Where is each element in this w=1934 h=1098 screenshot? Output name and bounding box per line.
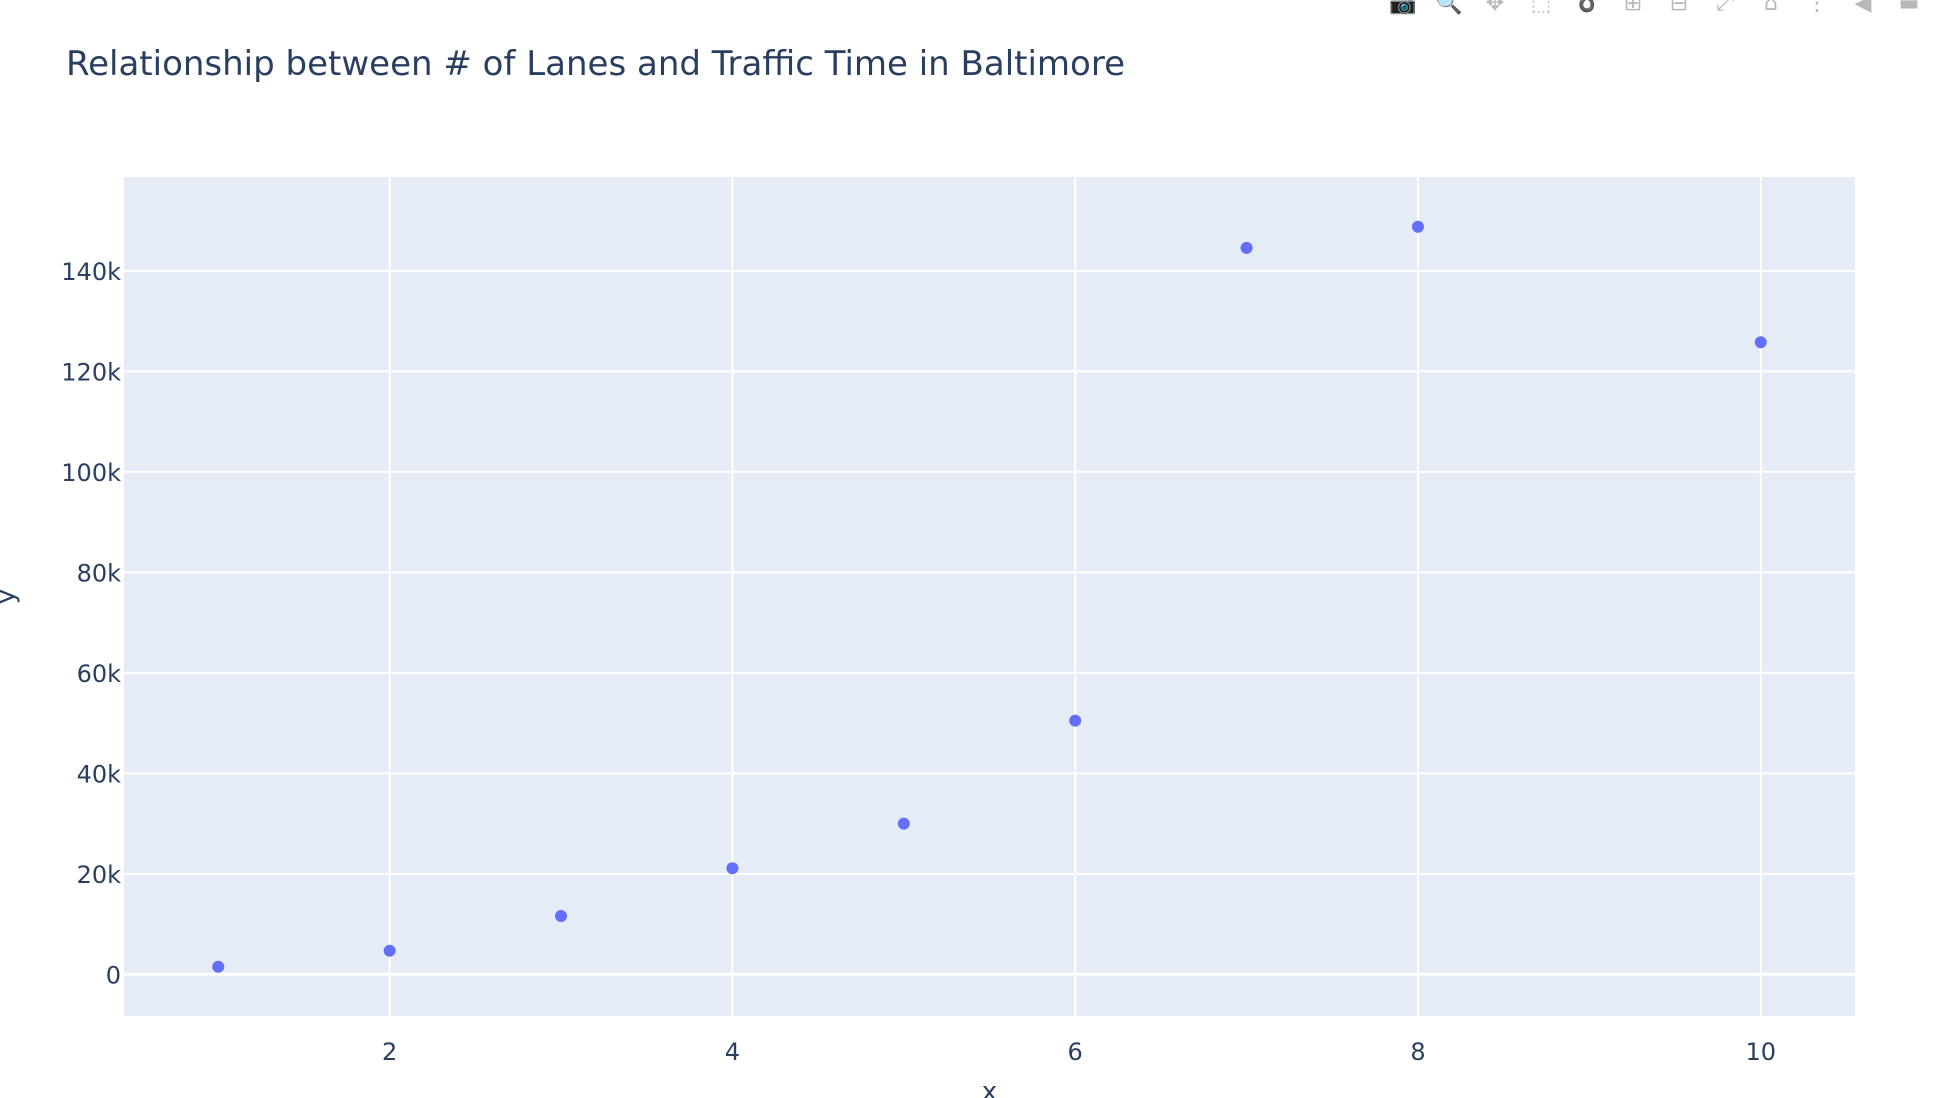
box-select-icon[interactable]: ⬚ (1530, 0, 1552, 16)
lasso-select-icon[interactable]: ➰ (1573, 0, 1601, 16)
spikelines-icon[interactable]: ⋮ (1806, 0, 1828, 16)
data-point[interactable] (1240, 241, 1253, 254)
y-tick-label: 0 (106, 961, 121, 989)
autoscale-icon[interactable]: ⤢ (1716, 0, 1734, 16)
data-point[interactable] (726, 862, 739, 875)
data-point[interactable] (1754, 336, 1767, 349)
pan-icon[interactable]: ✥ (1485, 0, 1505, 16)
data-point[interactable] (212, 960, 225, 973)
data-point[interactable] (897, 817, 910, 830)
zoom-out-icon[interactable]: ⊟ (1669, 0, 1689, 16)
hover-closest-icon[interactable]: ◀ (1854, 0, 1872, 16)
x-tick-label: 6 (1068, 1038, 1083, 1066)
reset-axes-icon[interactable]: ⌂ (1764, 0, 1778, 16)
data-point[interactable] (555, 910, 568, 923)
camera-icon[interactable]: 📷 (1389, 0, 1417, 16)
x-tick-label: 2 (382, 1038, 397, 1066)
hover-compare-icon[interactable]: ▬ (1898, 0, 1920, 16)
data-point[interactable] (1069, 714, 1082, 727)
y-tick-label: 140k (61, 258, 121, 286)
x-tick-label: 4 (725, 1038, 740, 1066)
plot-area[interactable] (124, 177, 1855, 1016)
chart-title: Relationship between # of Lanes and Traf… (66, 44, 1125, 84)
x-tick-label: 8 (1410, 1038, 1425, 1066)
x-axis-title: x (982, 1077, 997, 1098)
y-tick-label: 20k (77, 861, 122, 889)
modebar: 📷 🔍 ✥ ⬚ ➰ ⊞ ⊟ ⤢ ⌂ ⋮ ◀ ▬ (1386, 0, 1934, 18)
y-tick-label: 100k (61, 459, 121, 487)
data-point[interactable] (383, 944, 396, 957)
x-tick-label: 10 (1745, 1038, 1776, 1066)
y-tick-label: 60k (77, 660, 122, 688)
y-tick-label: 80k (77, 559, 122, 587)
zoom-icon[interactable]: 🔍 (1435, 0, 1463, 16)
zoom-in-icon[interactable]: ⊞ (1623, 0, 1643, 16)
y-tick-label: 40k (77, 760, 122, 788)
y-axis-title: y (0, 589, 21, 604)
data-point[interactable] (1411, 220, 1424, 233)
y-tick-label: 120k (61, 358, 121, 386)
